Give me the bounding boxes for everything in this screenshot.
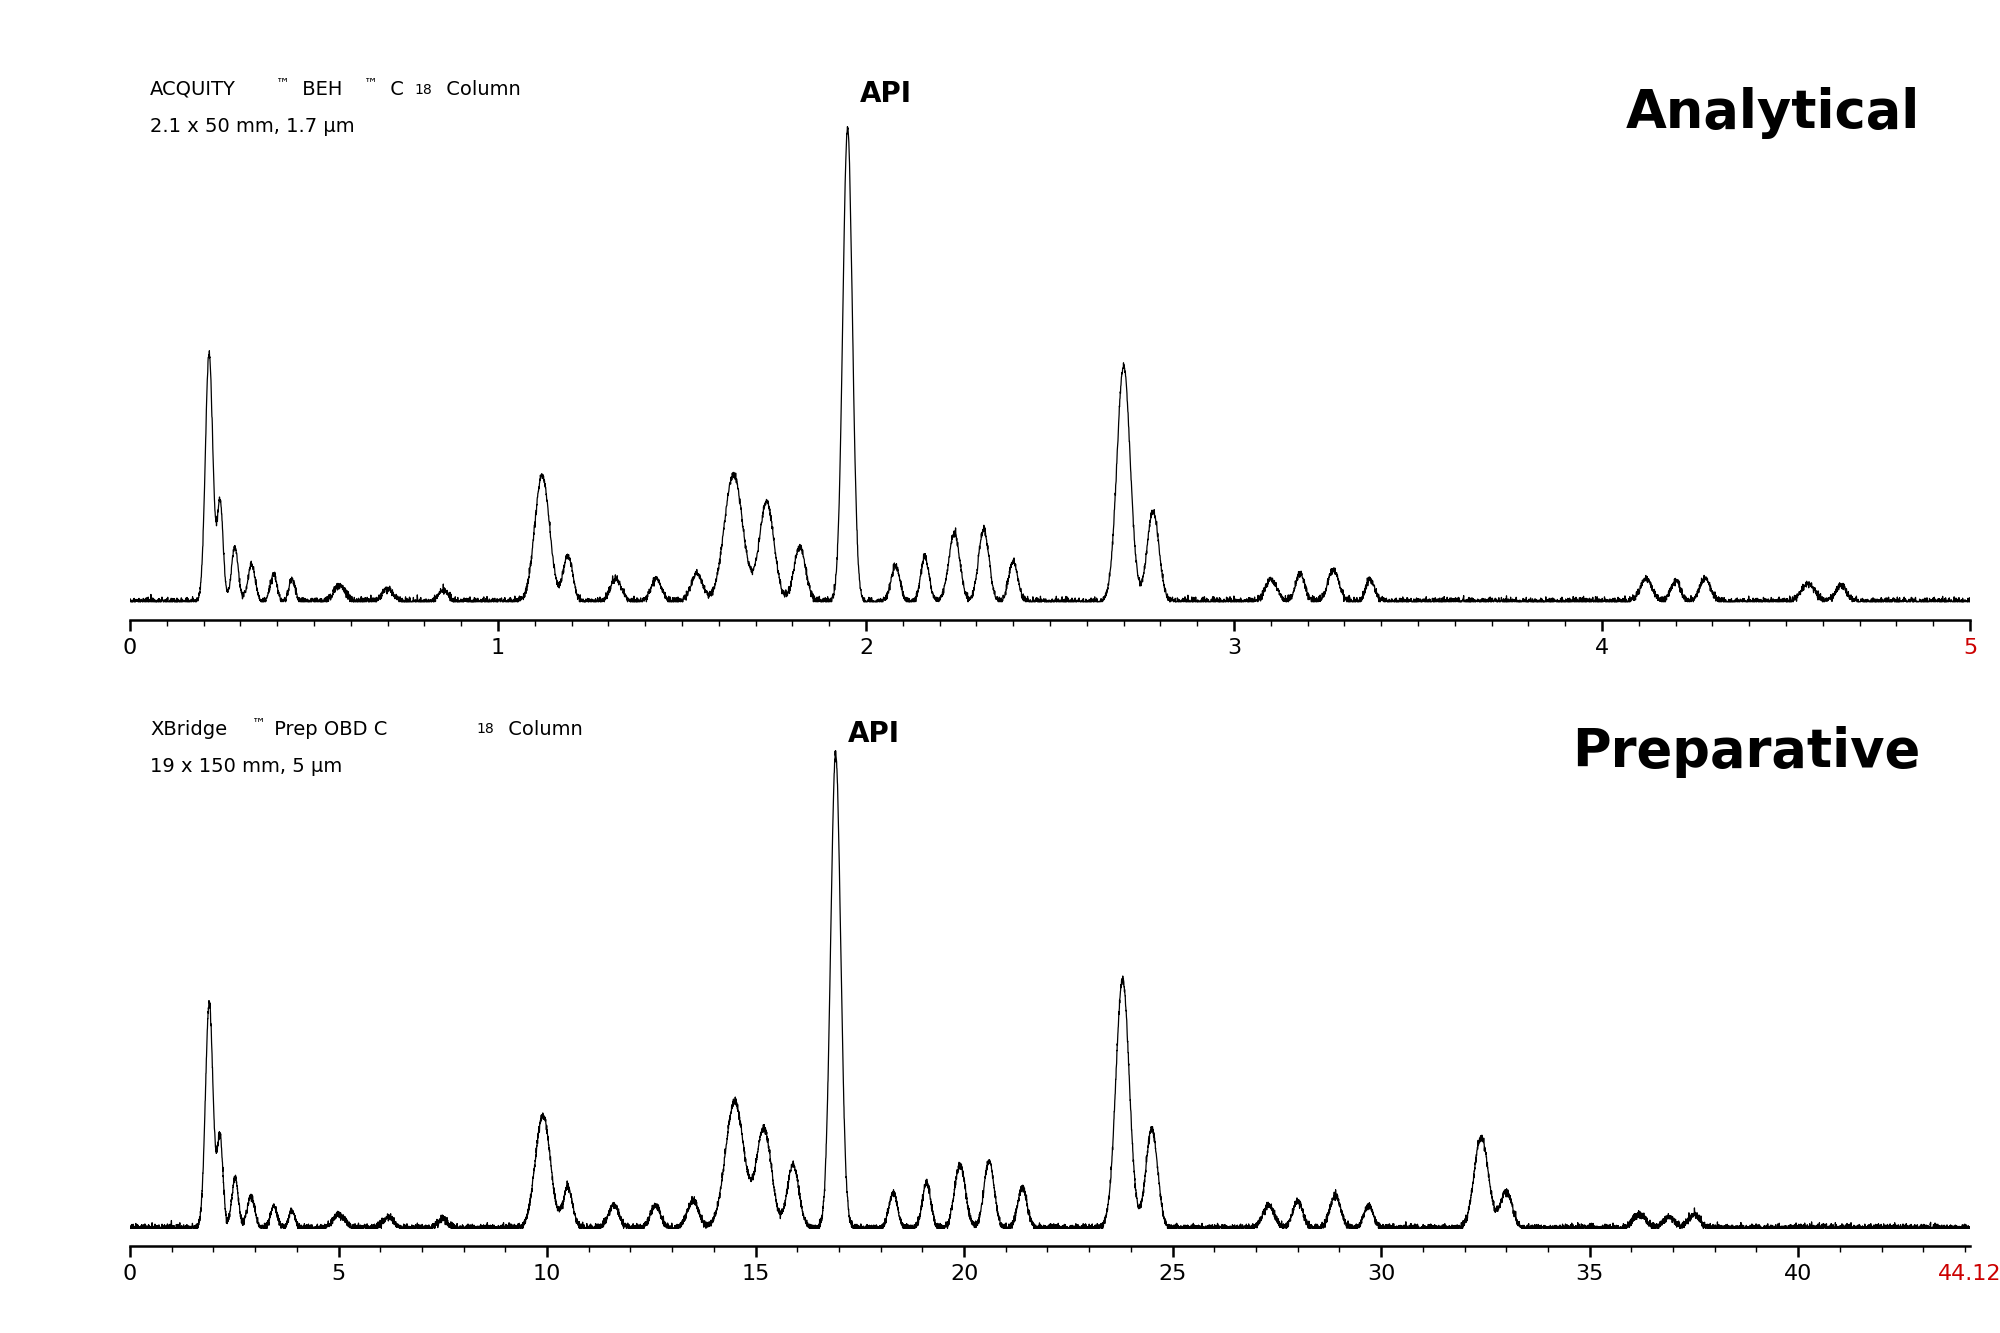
Text: Preparative: Preparative bbox=[1572, 726, 1920, 778]
Text: 18: 18 bbox=[414, 83, 432, 97]
Text: 18: 18 bbox=[476, 722, 494, 737]
Text: API: API bbox=[860, 80, 912, 108]
Text: Column: Column bbox=[502, 720, 582, 738]
Text: BEH: BEH bbox=[296, 80, 342, 99]
Text: Analytical: Analytical bbox=[1626, 87, 1920, 139]
Text: ™: ™ bbox=[276, 76, 290, 91]
Text: API: API bbox=[848, 720, 900, 748]
Text: C: C bbox=[384, 80, 404, 99]
Text: 19 x 150 mm, 5 μm: 19 x 150 mm, 5 μm bbox=[150, 757, 342, 776]
Text: Column: Column bbox=[440, 80, 520, 99]
Text: ™: ™ bbox=[364, 76, 378, 91]
Text: Prep OBD C: Prep OBD C bbox=[268, 720, 388, 738]
Text: XBridge: XBridge bbox=[150, 720, 228, 738]
Text: 2.1 x 50 mm, 1.7 μm: 2.1 x 50 mm, 1.7 μm bbox=[150, 117, 354, 136]
Text: ACQUITY: ACQUITY bbox=[150, 80, 236, 99]
Text: ™: ™ bbox=[252, 716, 266, 730]
Text: 44.12: 44.12 bbox=[1938, 1265, 2000, 1285]
